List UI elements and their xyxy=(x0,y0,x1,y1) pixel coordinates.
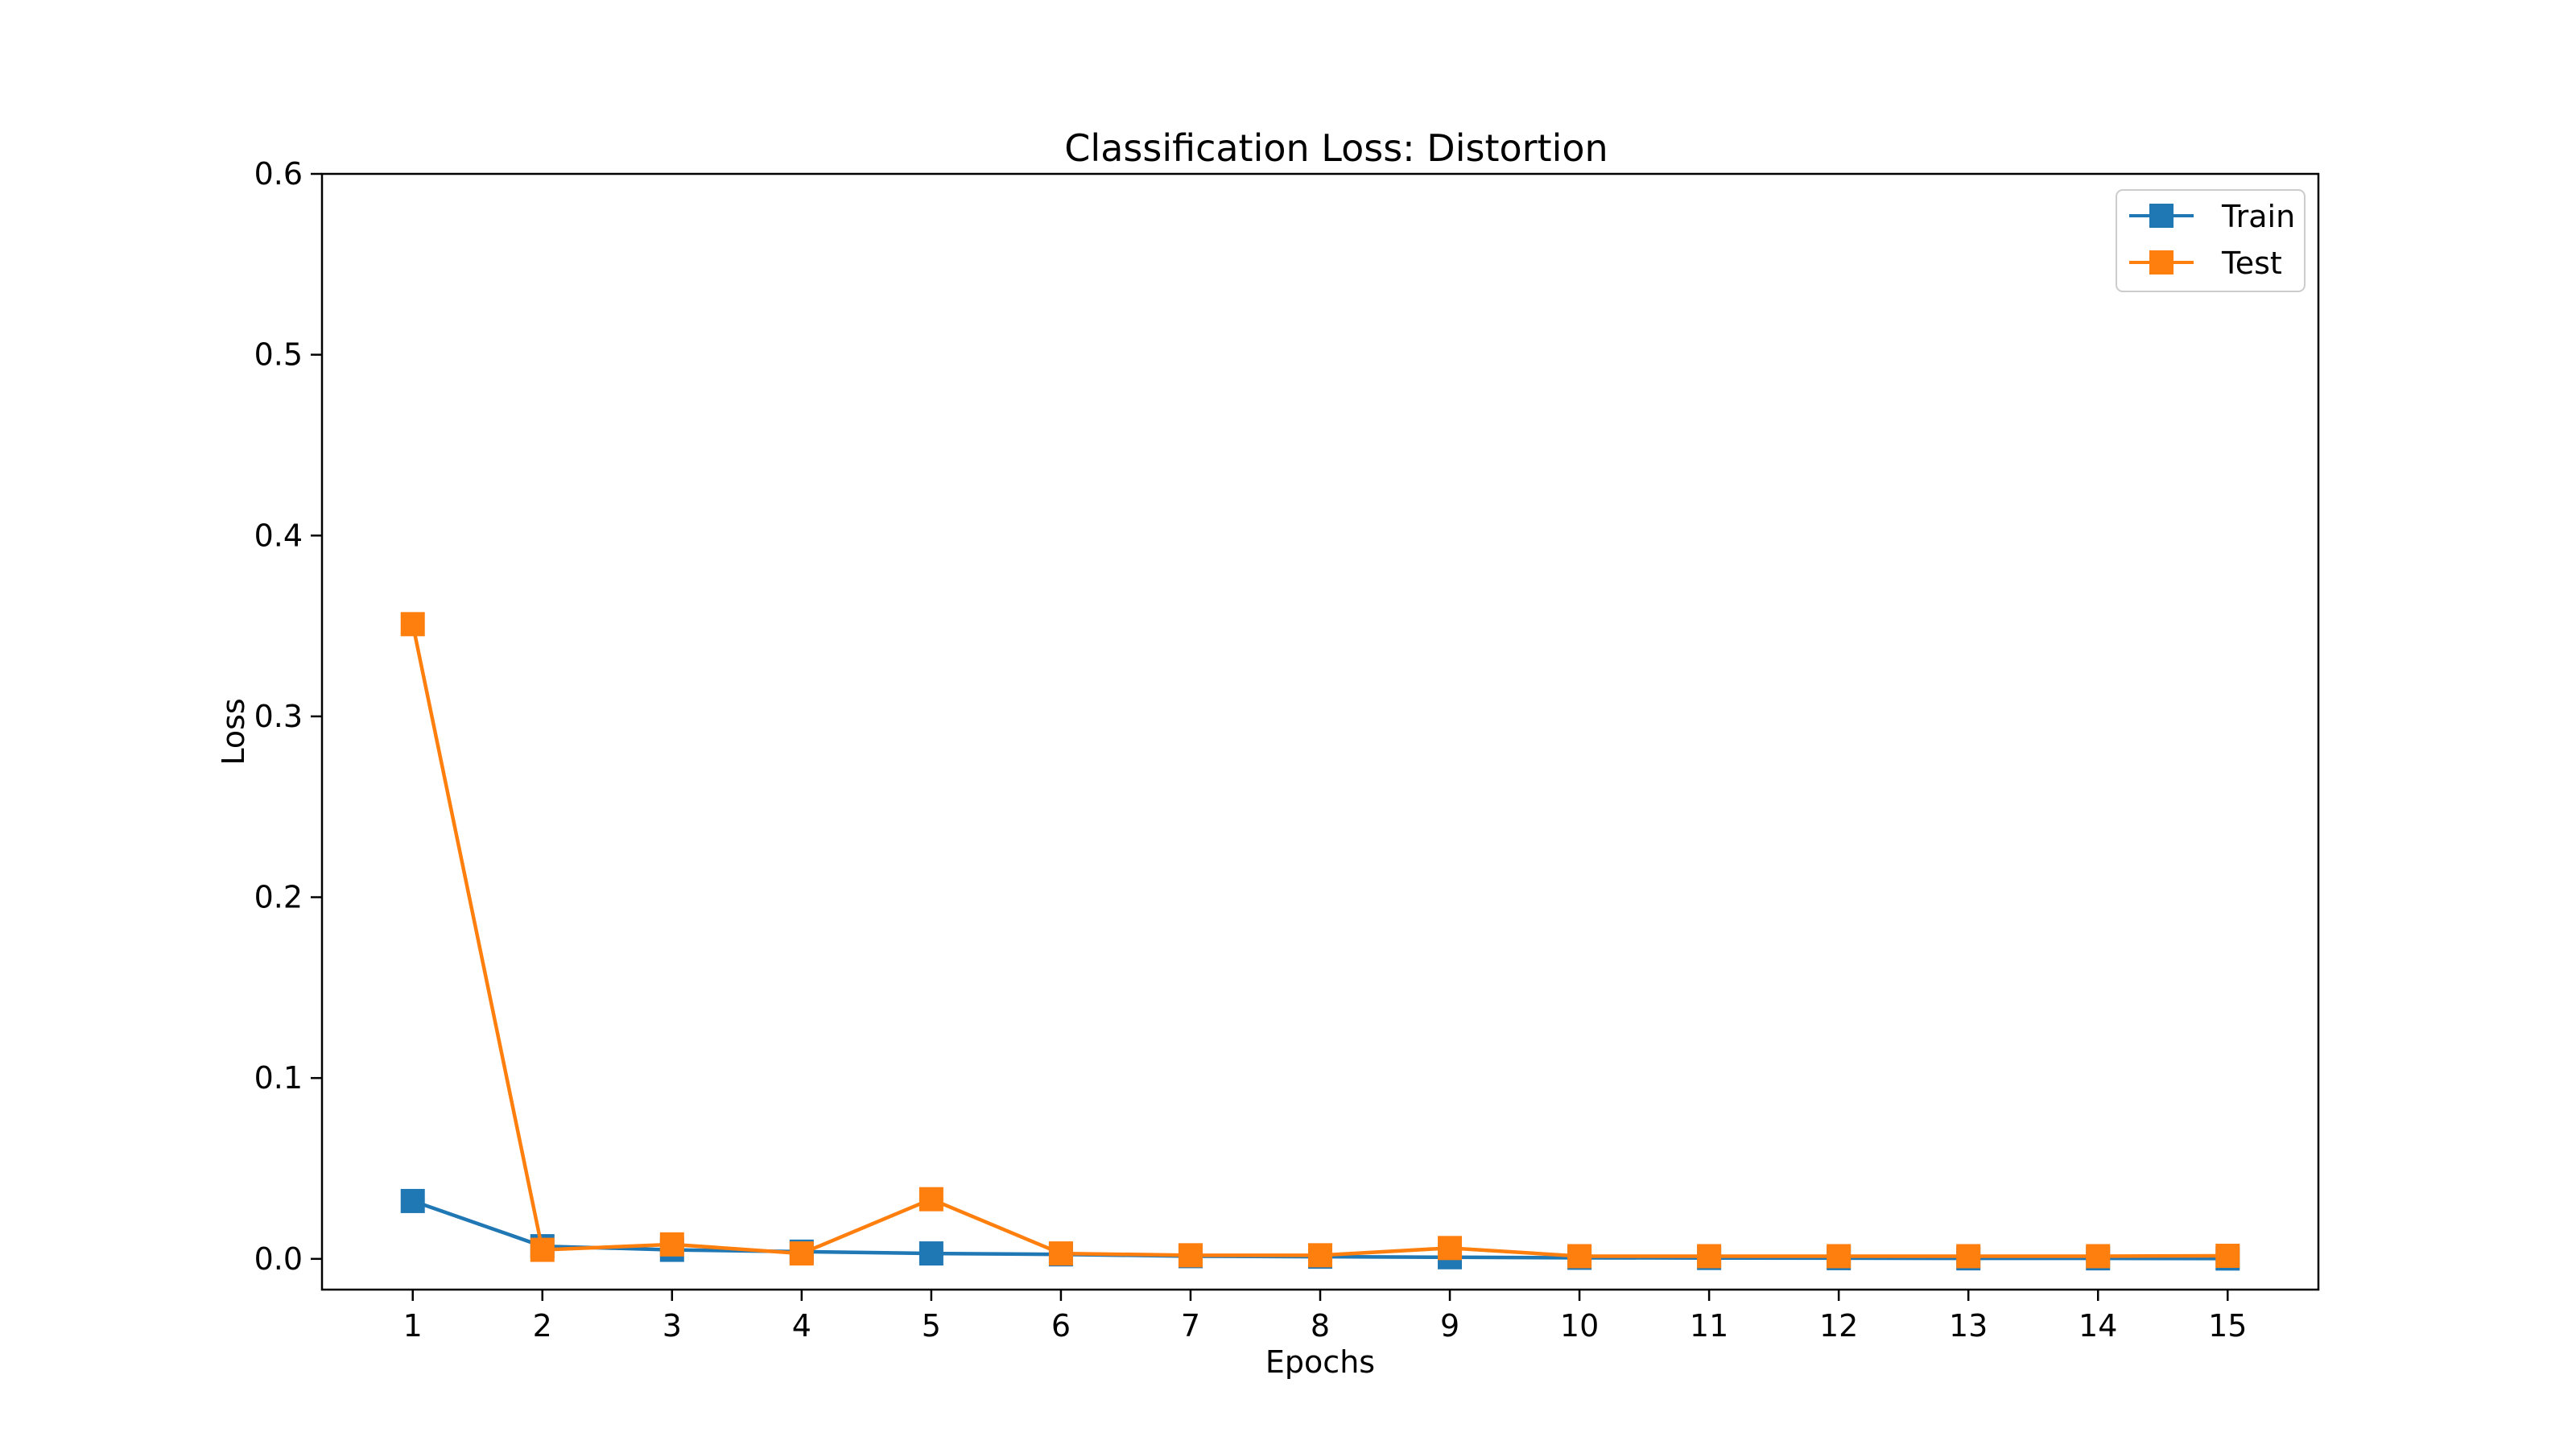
data-point-test xyxy=(919,1187,943,1212)
legend: Train Test xyxy=(2116,189,2306,292)
y-tick-label: 0.3 xyxy=(254,699,303,734)
x-tick-label: 7 xyxy=(1181,1308,1200,1344)
legend-item-test: Test xyxy=(2129,246,2282,281)
series-test xyxy=(400,612,2240,1269)
data-point-test xyxy=(400,612,425,637)
x-tick-label: 10 xyxy=(1560,1308,1599,1344)
data-point-test xyxy=(2215,1243,2240,1268)
x-tick-label: 6 xyxy=(1051,1308,1071,1344)
x-tick-label: 5 xyxy=(922,1308,941,1344)
x-tick-label: 12 xyxy=(1819,1308,1858,1344)
x-tick-label: 13 xyxy=(1949,1308,1988,1344)
x-tick-label: 8 xyxy=(1311,1308,1330,1344)
y-tick-label: 0.4 xyxy=(254,518,303,553)
y-axis-title: Loss xyxy=(216,698,251,765)
x-tick-label: 9 xyxy=(1440,1308,1459,1344)
x-tick-label: 11 xyxy=(1690,1308,1728,1344)
legend-test-marker xyxy=(2149,250,2174,275)
y-tick-label: 0.1 xyxy=(254,1060,303,1096)
legend-train-marker xyxy=(2149,204,2174,228)
x-tick-label: 2 xyxy=(533,1308,552,1344)
data-point-test xyxy=(1308,1243,1332,1268)
y-tick-label: 0.5 xyxy=(254,337,303,373)
data-point-train xyxy=(919,1241,943,1266)
y-tick-label: 0.0 xyxy=(254,1241,303,1277)
data-point-test xyxy=(1178,1243,1203,1268)
data-point-test xyxy=(1956,1244,1981,1269)
x-axis-title: Epochs xyxy=(1265,1344,1375,1380)
x-tick-label: 4 xyxy=(792,1308,811,1344)
plot-area xyxy=(400,612,2240,1271)
data-point-test xyxy=(1438,1236,1463,1261)
x-axis-ticks: 1 2 3 4 5 6 7 8 9 10 11 12 13 14 15 xyxy=(403,1290,2247,1344)
data-point-test xyxy=(2086,1244,2111,1269)
data-point-test xyxy=(659,1232,684,1257)
legend-item-train: Train xyxy=(2129,199,2295,234)
x-tick-label: 1 xyxy=(403,1308,423,1344)
data-point-test xyxy=(1827,1244,1852,1269)
data-point-test xyxy=(1697,1244,1722,1269)
x-tick-label: 15 xyxy=(2208,1308,2247,1344)
y-axis-ticks: 0.0 0.1 0.2 0.3 0.4 0.5 0.6 xyxy=(254,156,322,1277)
data-point-test xyxy=(530,1237,555,1262)
legend-label-test: Test xyxy=(2221,246,2282,281)
x-tick-label: 3 xyxy=(663,1308,682,1344)
y-tick-label: 0.6 xyxy=(254,156,303,192)
legend-label-train: Train xyxy=(2221,199,2295,234)
data-point-test xyxy=(1048,1241,1073,1266)
chart-title: Classification Loss: Distortion xyxy=(1064,126,1608,170)
data-point-test xyxy=(789,1241,814,1266)
x-tick-label: 14 xyxy=(2079,1308,2117,1344)
data-point-train xyxy=(400,1188,425,1213)
data-point-test xyxy=(1567,1244,1592,1269)
y-tick-label: 0.2 xyxy=(254,880,303,915)
